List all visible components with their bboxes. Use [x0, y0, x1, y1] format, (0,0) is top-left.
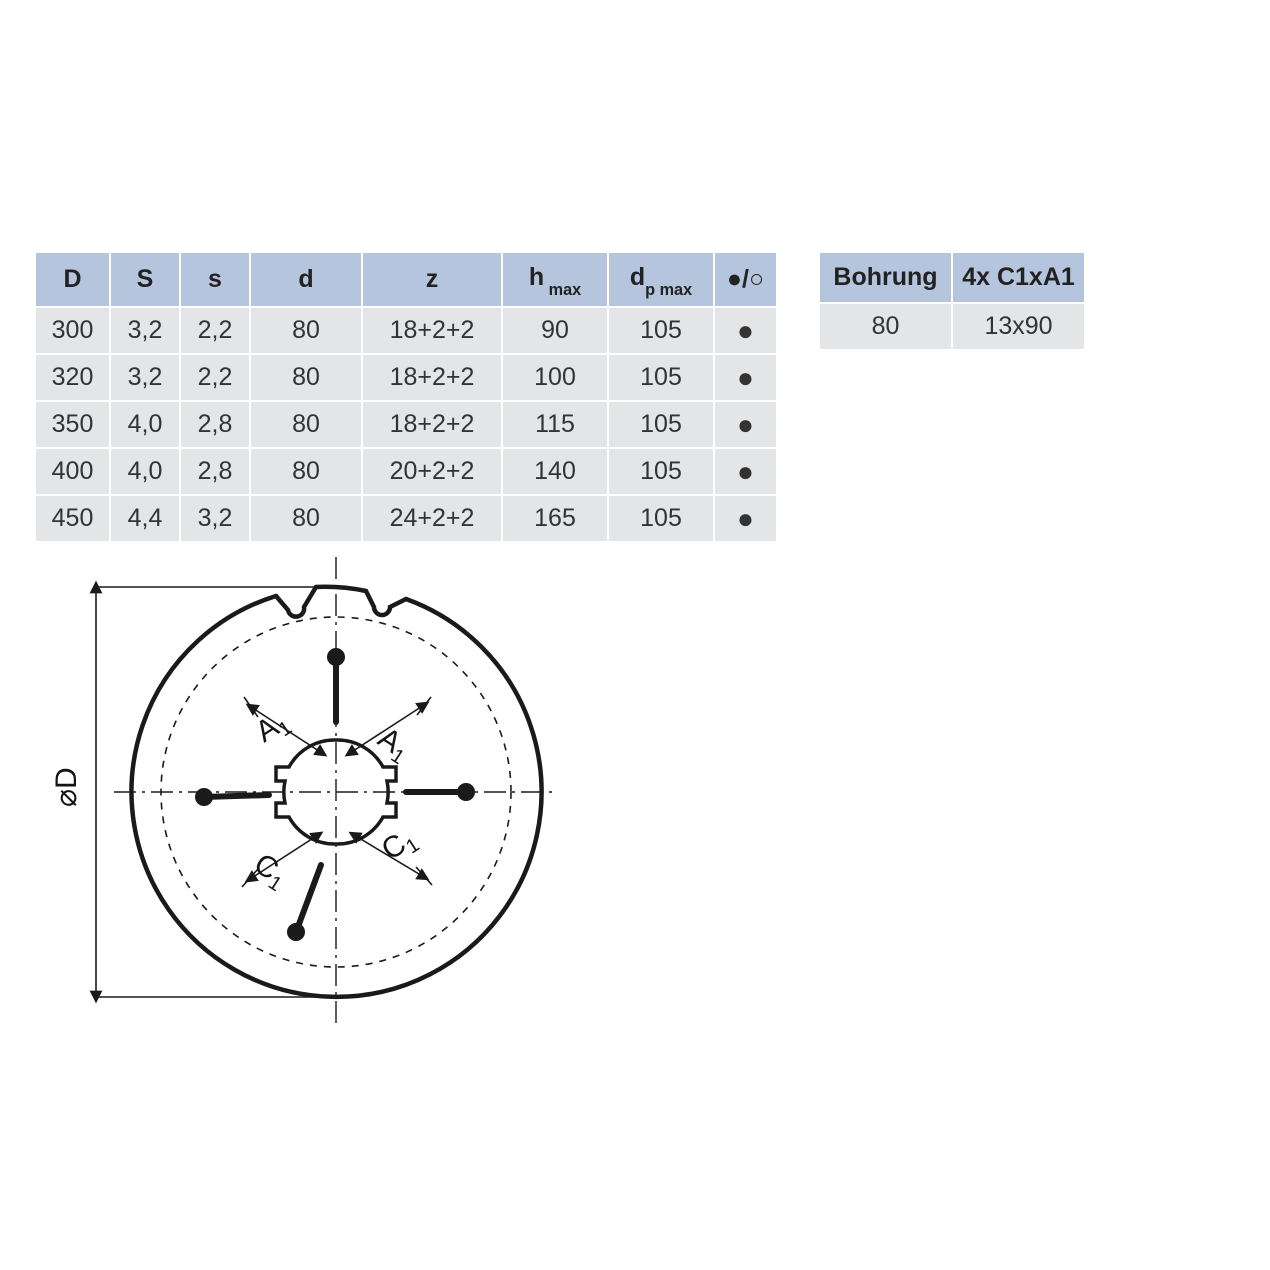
cell: 140: [502, 448, 608, 495]
cell: 105: [608, 354, 714, 401]
cell: 105: [608, 401, 714, 448]
cell: 18+2+2: [362, 401, 502, 448]
cell: 20+2+2: [362, 448, 502, 495]
table-row: 450 4,4 3,2 80 24+2+2 165 105 ●: [36, 495, 776, 541]
cell: 80: [250, 307, 362, 354]
diameter-label: ⌀D: [50, 767, 83, 807]
cell: 165: [502, 495, 608, 541]
cell: 105: [608, 307, 714, 354]
col-c1a1: 4x C1xA1: [952, 253, 1084, 303]
cell: 3,2: [110, 307, 180, 354]
cell: 4,0: [110, 401, 180, 448]
cell: 105: [608, 495, 714, 541]
col-feed-symbol: ●/○: [714, 253, 776, 307]
cell: 80: [250, 401, 362, 448]
svg-text:A1: A1: [370, 721, 416, 769]
table-row: 320 3,2 2,2 80 18+2+2 100 105 ●: [36, 354, 776, 401]
cell-dot: ●: [714, 401, 776, 448]
cell: 300: [36, 307, 110, 354]
cell: 80: [250, 448, 362, 495]
cell: 3,2: [110, 354, 180, 401]
cell: 24+2+2: [362, 495, 502, 541]
table-row: 350 4,0 2,8 80 18+2+2 115 105 ●: [36, 401, 776, 448]
cell: 2,8: [180, 448, 250, 495]
tables-row: D S s d z h max dp max ●/○ 300 3,2 2,2 8…: [36, 253, 1234, 541]
cell-dot: ●: [714, 307, 776, 354]
col-D: D: [36, 253, 110, 307]
cell: 18+2+2: [362, 307, 502, 354]
col-z: z: [362, 253, 502, 307]
main-spec-table: D S s d z h max dp max ●/○ 300 3,2 2,2 8…: [36, 253, 776, 541]
blade-diagram: A1 A1 C1 C1 ⌀D: [36, 547, 556, 1047]
cell: 320: [36, 354, 110, 401]
cell-dot: ●: [714, 495, 776, 541]
cell: 80: [250, 354, 362, 401]
cell: 2,2: [180, 354, 250, 401]
cell: 3,2: [180, 495, 250, 541]
cell: 4,0: [110, 448, 180, 495]
cell: 4,4: [110, 495, 180, 541]
col-dpmax: dp max: [608, 253, 714, 307]
cell: 350: [36, 401, 110, 448]
col-d: d: [250, 253, 362, 307]
table-row: 300 3,2 2,2 80 18+2+2 90 105 ●: [36, 307, 776, 354]
table-row: 80 13x90: [820, 303, 1084, 349]
cell: 115: [502, 401, 608, 448]
cell: 90: [502, 307, 608, 354]
cell: 2,2: [180, 307, 250, 354]
cell: 80: [820, 303, 952, 349]
cell-dot: ●: [714, 448, 776, 495]
svg-text:C1: C1: [376, 821, 424, 870]
cell: 450: [36, 495, 110, 541]
col-bohrung: Bohrung: [820, 253, 952, 303]
bore-table: Bohrung 4x C1xA1 80 13x90: [820, 253, 1084, 349]
col-hmax: h max: [502, 253, 608, 307]
col-S: S: [110, 253, 180, 307]
table-row: 400 4,0 2,8 80 20+2+2 140 105 ●: [36, 448, 776, 495]
cell: 2,8: [180, 401, 250, 448]
cell: 105: [608, 448, 714, 495]
main-table-body: 300 3,2 2,2 80 18+2+2 90 105 ● 320 3,2 2…: [36, 307, 776, 541]
col-s: s: [180, 253, 250, 307]
cell: 13x90: [952, 303, 1084, 349]
cell: 100: [502, 354, 608, 401]
cell: 80: [250, 495, 362, 541]
cell: 400: [36, 448, 110, 495]
cell-dot: ●: [714, 354, 776, 401]
cell: 18+2+2: [362, 354, 502, 401]
